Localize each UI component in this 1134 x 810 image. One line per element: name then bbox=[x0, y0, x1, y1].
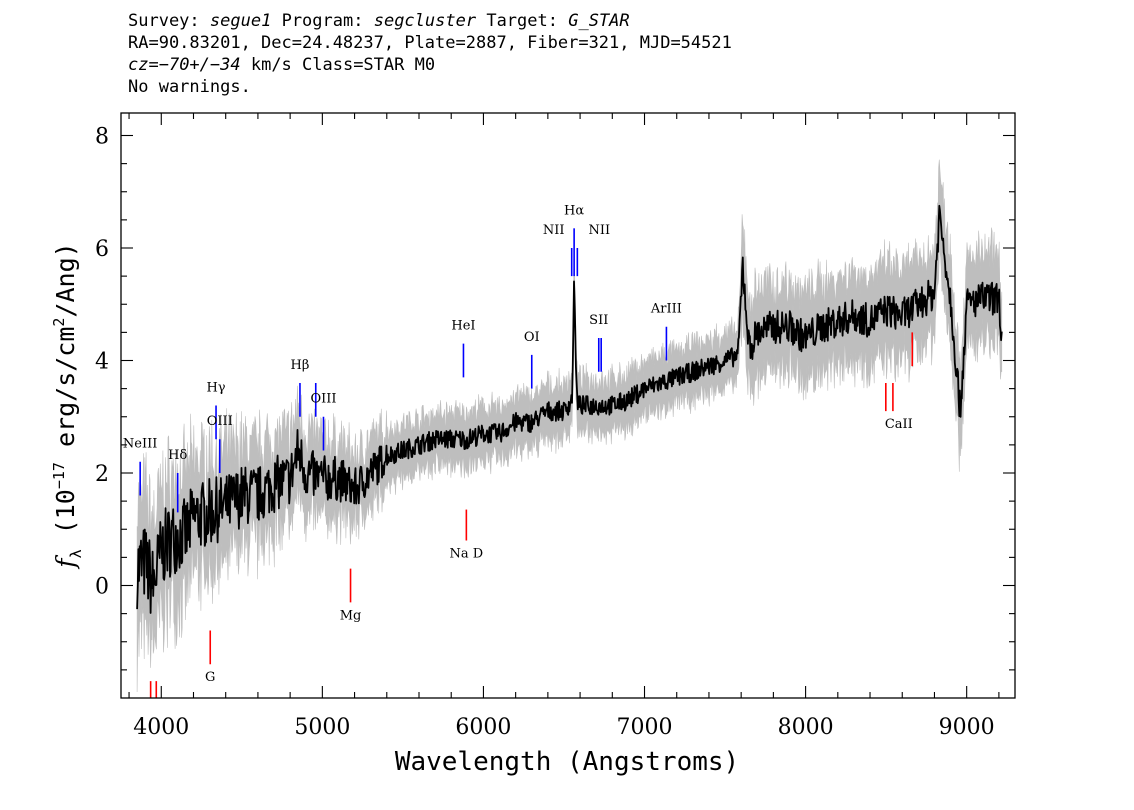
x-axis-label: Wavelength (Angstroms) bbox=[395, 747, 739, 777]
flux-layer bbox=[136, 204, 1003, 614]
flux-series-line bbox=[136, 204, 1003, 614]
y-label-exp: −17 bbox=[50, 462, 68, 489]
x-tick-label: 9000 bbox=[939, 715, 995, 740]
header-line-2: RA=90.83201, Dec=24.48237, Plate=2887, F… bbox=[128, 33, 732, 53]
y-label-symbol: f bbox=[51, 555, 80, 570]
line-marker-label: SII bbox=[589, 313, 608, 328]
x-tick-label: 7000 bbox=[617, 715, 673, 740]
y-tick-label: 2 bbox=[95, 462, 109, 487]
line-marker-label: Hα bbox=[564, 203, 584, 218]
header-line-1: Survey: segue1 Program: segcluster Targe… bbox=[128, 10, 732, 32]
x-tick-label: 8000 bbox=[778, 715, 834, 740]
y-tick-label: 4 bbox=[95, 350, 109, 375]
line-marker-label: CaII bbox=[885, 417, 913, 432]
y-axis-label: fλ (10−17 erg/s/cm2/Ang) bbox=[50, 242, 85, 569]
line-marker-label: Hβ bbox=[291, 358, 310, 373]
line-marker-label: OI bbox=[524, 330, 540, 345]
spectrum-header: Survey: segue1 Program: segcluster Targe… bbox=[128, 10, 732, 98]
line-marker-label: ArIII bbox=[650, 302, 682, 317]
line-marker-label: NII bbox=[543, 223, 565, 238]
tick-layer: 4000 5000 6000 7000 8000 9000 0 2 4 6 8 bbox=[95, 113, 1015, 740]
line-marker-layer: NeIII Hδ Hγ OIII Hβ OIII HeI OI NII Hα NII SII ArIII… bbox=[123, 203, 914, 698]
y-tick-label: 6 bbox=[95, 237, 109, 262]
y-label-open bbox=[51, 534, 80, 549]
program-label: Program: bbox=[281, 11, 364, 31]
y-label-symbol-sub: λ bbox=[67, 549, 85, 558]
flux-error-band bbox=[136, 159, 1003, 693]
cz-value: −70+/−34 bbox=[158, 55, 241, 75]
x-tick-label: 5000 bbox=[294, 715, 350, 740]
program-value: segcluster bbox=[373, 11, 477, 31]
line-marker-label: OIII bbox=[310, 392, 336, 407]
y-tick-label: 0 bbox=[95, 575, 109, 600]
line-marker-label: OIII bbox=[207, 414, 233, 429]
x-tick-label: 6000 bbox=[455, 715, 511, 740]
y-label-unit: erg/s/cm bbox=[51, 327, 80, 447]
line-marker-label: G bbox=[205, 670, 215, 685]
line-marker-label: Mg bbox=[340, 608, 362, 623]
line-marker-label: Hγ bbox=[206, 380, 225, 395]
plot-frame bbox=[120, 112, 1016, 699]
survey-value: segue1 bbox=[209, 11, 272, 31]
target-value: G_STAR bbox=[568, 11, 630, 31]
line-marker-label: Hδ bbox=[168, 448, 187, 463]
class-info: km/s Class=STAR M0 bbox=[240, 55, 436, 75]
target-label: Target: bbox=[486, 11, 558, 31]
x-tick-label: 4000 bbox=[133, 715, 189, 740]
survey-label: Survey: bbox=[128, 11, 200, 31]
line-marker-label: HeI bbox=[451, 319, 475, 334]
y-label-unit-tail: /Ang) bbox=[51, 242, 80, 317]
line-marker-label: NII bbox=[589, 223, 611, 238]
header-line-3: cz=−70+/−34 km/s Class=STAR M0 bbox=[128, 54, 732, 76]
header-line-4: No warnings. bbox=[128, 77, 251, 97]
line-marker-label: Na D bbox=[450, 546, 484, 561]
y-label-unit-exp: 2 bbox=[50, 318, 68, 327]
line-marker-label: NeIII bbox=[123, 437, 157, 452]
y-label-power: (10 bbox=[51, 489, 80, 534]
cz-label: cz= bbox=[128, 55, 159, 75]
y-tick-label: 8 bbox=[95, 125, 109, 150]
error-band-layer bbox=[136, 159, 1003, 693]
y-label-space bbox=[51, 447, 80, 462]
